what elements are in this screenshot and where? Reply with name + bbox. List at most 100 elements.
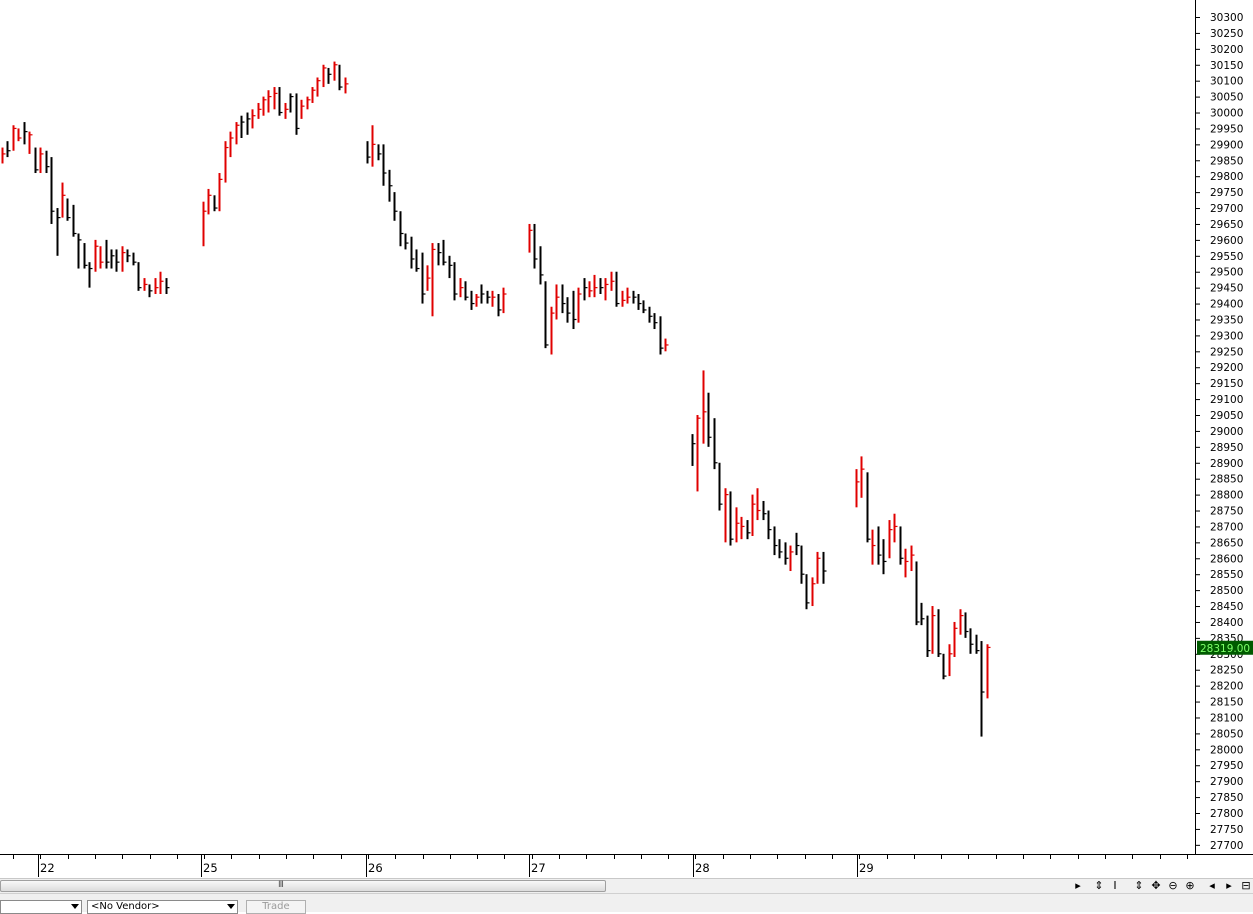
vendor-combo[interactable]: <No Vendor> — [87, 900, 238, 914]
zoom-in-icon[interactable]: ⊕ — [1185, 879, 1195, 892]
ohlc-bar — [224, 141, 229, 183]
ohlc-bar — [262, 96, 267, 116]
ohlc-bar — [773, 526, 778, 556]
ohlc-bar — [322, 64, 327, 88]
price-tick-label: 28400 — [1210, 617, 1243, 629]
trade-button[interactable]: Trade — [246, 900, 306, 914]
ohlc-bar — [50, 157, 55, 224]
symbol-combo[interactable] — [0, 900, 82, 914]
ohlc-bar — [393, 192, 398, 221]
cursor-icon[interactable]: I — [1113, 879, 1117, 892]
ohlc-bar — [311, 87, 316, 103]
ohlc-bar — [789, 545, 794, 572]
price-tick-label: 30300 — [1210, 12, 1243, 24]
ohlc-bar — [327, 67, 332, 84]
price-axis[interactable]: 27700 27750 27800 27850 27900 27950 28000 28050… — [1195, 0, 1253, 854]
price-tick-label: 29500 — [1210, 267, 1243, 279]
price-tick-label: 28200 — [1210, 681, 1243, 693]
ohlc-bar — [132, 252, 137, 266]
ohlc-bar — [300, 99, 305, 119]
sync-icon[interactable]: ⇕ — [1094, 879, 1104, 892]
day-label: 26 — [368, 861, 383, 875]
ohlc-bar — [99, 246, 104, 269]
ohlc-bar — [778, 539, 783, 559]
ohlc-bar — [410, 236, 415, 269]
ohlc-bar — [306, 96, 311, 110]
ohlc-bar — [800, 545, 805, 584]
ohlc-bar — [388, 169, 393, 202]
ohlc-bar — [855, 469, 860, 508]
ohlc-bar — [910, 545, 915, 572]
price-tick-label: 29200 — [1210, 362, 1243, 374]
price-tick-label: 28250 — [1210, 665, 1243, 677]
vertical-scale-icon[interactable]: ⇕ — [1134, 879, 1144, 892]
ohlc-bar — [154, 278, 159, 295]
price-tick-label: 29900 — [1210, 139, 1243, 151]
ohlc-bar — [126, 249, 131, 263]
price-tick-label: 29850 — [1210, 155, 1243, 167]
horizontal-scrollbar-thumb[interactable]: III — [0, 880, 606, 892]
ohlc-bar — [637, 294, 642, 310]
price-chart-plot-area[interactable] — [0, 0, 1195, 854]
ohlc-bar — [459, 278, 464, 298]
ohlc-bar — [533, 223, 538, 269]
ohlc-bar — [399, 211, 404, 247]
price-tick-label: 30250 — [1210, 28, 1243, 40]
ohlc-bar — [366, 141, 371, 164]
ohlc-bar — [811, 577, 816, 607]
ohlc-bar — [642, 300, 647, 314]
price-tick-label: 28000 — [1210, 744, 1243, 756]
ohlc-bar — [235, 122, 240, 145]
move-icon[interactable]: ✥ — [1151, 879, 1161, 892]
price-tick-label: 29550 — [1210, 251, 1243, 263]
ohlc-bar — [632, 290, 637, 304]
ohlc-bar — [648, 306, 653, 323]
scroll-right-small-icon[interactable]: ▸ — [1075, 879, 1081, 892]
ohlc-bar — [83, 243, 88, 269]
ohlc-bar — [718, 462, 723, 511]
ohlc-bar — [218, 173, 223, 212]
ohlc-bar — [240, 115, 245, 138]
ohlc-bar — [702, 370, 707, 444]
ohlc-bar — [23, 122, 28, 145]
price-tick-label: 27900 — [1210, 776, 1243, 788]
ohlc-bar — [448, 255, 453, 279]
ohlc-bar — [931, 606, 936, 654]
ohlc-bar — [653, 313, 658, 330]
ohlc-bar — [615, 271, 620, 307]
scroll-right-icon[interactable]: ▸ — [1226, 879, 1232, 892]
ohlc-bar — [937, 609, 942, 657]
ohlc-bar — [344, 77, 349, 94]
ohlc-bar — [426, 265, 431, 291]
ohlc-bar — [751, 494, 756, 536]
price-tick-label: 28550 — [1210, 569, 1243, 581]
ohlc-bar — [860, 456, 865, 498]
ohlc-bar — [56, 208, 61, 256]
ohlc-bar — [969, 628, 974, 654]
ohlc-bar — [762, 500, 767, 521]
price-tick-label: 28650 — [1210, 537, 1243, 549]
ohlc-bar — [696, 415, 701, 492]
price-tick-label: 28150 — [1210, 697, 1243, 709]
time-axis[interactable]: 22 25 26 27 28 29 — [0, 854, 1195, 879]
scroll-left-icon[interactable]: ◂ — [1209, 879, 1215, 892]
ohlc-bar — [88, 262, 93, 288]
price-tick-label: 27950 — [1210, 760, 1243, 772]
ohlc-bar — [34, 147, 39, 174]
ohlc-bar — [822, 551, 827, 584]
chevron-down-icon — [71, 904, 79, 909]
ohlc-bar — [588, 281, 593, 298]
ohlc-bar — [371, 125, 376, 167]
zoom-out-icon[interactable]: ⊖ — [1168, 879, 1178, 892]
ohlc-bar — [659, 316, 664, 355]
ohlc-bar — [165, 278, 170, 295]
vendor-combo-value: <No Vendor> — [91, 901, 160, 912]
ohlc-bar — [877, 526, 882, 565]
ohlc-bar — [94, 239, 99, 272]
price-tick-label: 28950 — [1210, 442, 1243, 454]
expand-icon[interactable]: ⊟ — [1241, 879, 1251, 892]
ohlc-bar — [159, 271, 164, 295]
ohlc-bar — [491, 290, 496, 307]
ohlc-bar — [544, 281, 549, 349]
ohlc-bar — [959, 609, 964, 635]
